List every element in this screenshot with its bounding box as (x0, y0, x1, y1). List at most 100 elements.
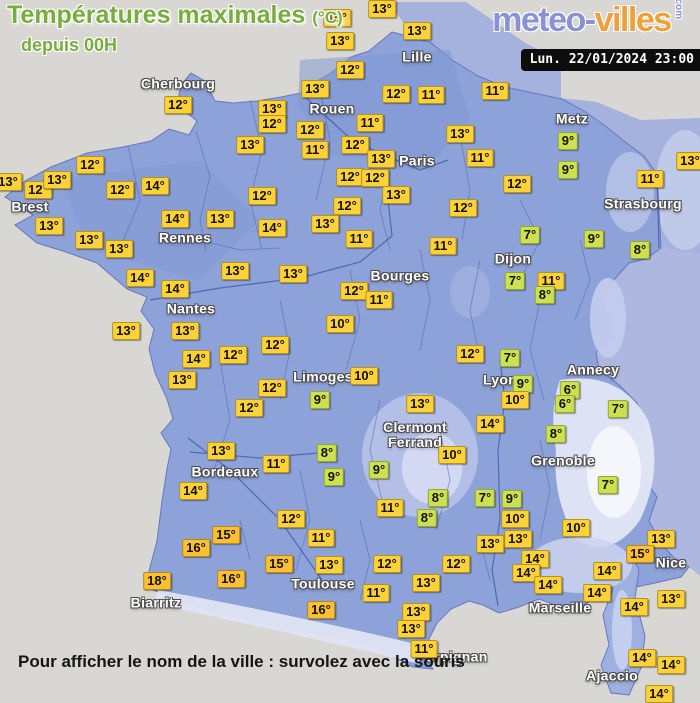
temp-label[interactable]: 12° (261, 336, 289, 354)
temp-label[interactable]: 12° (258, 379, 286, 397)
temp-label[interactable]: 12° (373, 555, 401, 573)
temp-label[interactable]: 14° (534, 576, 562, 594)
temp-label[interactable]: 11° (301, 141, 329, 159)
temp-label[interactable]: 10° (562, 519, 590, 537)
temp-label[interactable]: 9° (368, 461, 390, 479)
temp-label[interactable]: 10° (350, 367, 378, 385)
temp-label[interactable]: 8° (427, 489, 449, 507)
temp-label[interactable]: 12° (456, 345, 484, 363)
temp-label[interactable]: 12° (442, 555, 470, 573)
temp-label[interactable]: 6° (559, 381, 581, 399)
temp-label[interactable]: 12° (333, 197, 361, 215)
temp-label[interactable]: 14° (521, 550, 549, 568)
temp-label[interactable]: 11° (429, 237, 457, 255)
temp-label[interactable]: 14° (182, 350, 210, 368)
temp-label[interactable]: 13° (311, 215, 339, 233)
temp-label[interactable]: 13° (367, 150, 395, 168)
temp-label[interactable]: 13° (301, 80, 329, 98)
temp-label[interactable]: 10° (326, 315, 354, 333)
temp-label[interactable]: 8° (545, 425, 567, 443)
temp-label[interactable]: 11° (417, 86, 445, 104)
temp-label[interactable]: 13° (676, 152, 700, 170)
temp-label[interactable]: 13° (647, 530, 675, 548)
temp-label[interactable]: 9° (557, 161, 579, 179)
temp-label[interactable]: 13° (221, 262, 249, 280)
temp-label[interactable]: 7° (519, 226, 541, 244)
temp-label[interactable]: 13° (412, 574, 440, 592)
temp-label[interactable]: 13° (315, 556, 343, 574)
temp-label[interactable]: 12° (336, 61, 364, 79)
temp-label[interactable]: 13° (43, 171, 71, 189)
temp-label[interactable]: 12° (503, 175, 531, 193)
temp-label[interactable]: 11° (410, 640, 438, 658)
temp-label[interactable]: 7° (474, 489, 496, 507)
temp-label[interactable]: 7° (607, 400, 629, 418)
temp-label[interactable]: 13° (168, 371, 196, 389)
temp-label[interactable]: 12° (106, 181, 134, 199)
temp-label[interactable]: 14° (258, 219, 286, 237)
temp-label[interactable]: 11° (466, 149, 494, 167)
temp-label[interactable]: 12° (277, 510, 305, 528)
temp-label[interactable]: 11° (636, 170, 664, 188)
temp-label[interactable]: 13° (326, 32, 354, 50)
temp-label[interactable]: 13° (382, 186, 410, 204)
temp-label[interactable]: 12° (219, 346, 247, 364)
temp-label[interactable]: 13° (657, 590, 685, 608)
temp-label[interactable]: 12° (336, 168, 364, 186)
temp-label[interactable]: 12° (258, 115, 286, 133)
temp-label[interactable]: 8° (316, 444, 338, 462)
temp-label[interactable]: 8° (534, 286, 556, 304)
temp-label[interactable]: 13° (403, 22, 431, 40)
temp-label[interactable]: 13° (206, 210, 234, 228)
temp-label[interactable]: 12° (361, 169, 389, 187)
temp-label[interactable]: 11° (362, 584, 390, 602)
temp-label[interactable]: 13° (446, 125, 474, 143)
temp-label[interactable]: 14° (161, 210, 189, 228)
temp-label[interactable]: 14° (161, 280, 189, 298)
temp-label[interactable]: 8° (416, 509, 438, 527)
temp-label[interactable]: 12° (248, 187, 276, 205)
temp-label[interactable]: 10° (323, 9, 351, 27)
temp-label[interactable]: 8° (629, 241, 651, 259)
temp-label[interactable]: 13° (279, 265, 307, 283)
temp-label[interactable]: 15° (626, 545, 654, 563)
temp-label[interactable]: 9° (309, 391, 331, 409)
temp-label[interactable]: 12° (341, 136, 369, 154)
temp-label[interactable]: 11° (365, 291, 393, 309)
temp-label[interactable]: 11° (345, 230, 373, 248)
temp-label[interactable]: 13° (504, 530, 532, 548)
temp-label[interactable]: 13° (402, 603, 430, 621)
temp-label[interactable]: 14° (512, 564, 540, 582)
temp-label[interactable]: 16° (217, 570, 245, 588)
temp-label[interactable]: 7° (504, 272, 526, 290)
temp-label[interactable]: 11° (307, 529, 335, 547)
temp-label[interactable]: 16° (182, 539, 210, 557)
temp-label[interactable]: 13° (406, 395, 434, 413)
temp-label[interactable]: 12° (296, 121, 324, 139)
temp-label[interactable]: 14° (593, 562, 621, 580)
temp-label[interactable]: 16° (307, 601, 335, 619)
temp-label[interactable]: 11° (481, 82, 509, 100)
temp-label[interactable]: 9° (512, 375, 534, 393)
temp-label[interactable]: 14° (583, 584, 611, 602)
temp-label[interactable]: 11° (537, 272, 565, 290)
temp-label[interactable]: 10° (501, 510, 529, 528)
temp-label[interactable]: 13° (236, 136, 264, 154)
temp-label[interactable]: 10° (501, 391, 529, 409)
temp-label[interactable]: 11° (356, 114, 384, 132)
temp-label[interactable]: 13° (397, 620, 425, 638)
temp-label[interactable]: 14° (126, 269, 154, 287)
temp-label[interactable]: 12° (382, 85, 410, 103)
meteo-villes-logo[interactable]: meteo-villes .com (492, 0, 692, 40)
temp-label[interactable]: 14° (141, 177, 169, 195)
temp-label[interactable]: 9° (557, 132, 579, 150)
temp-label[interactable]: 14° (620, 598, 648, 616)
temp-label[interactable]: 15° (265, 555, 293, 573)
temp-label[interactable]: 6° (554, 395, 576, 413)
temp-label[interactable]: 13° (105, 240, 133, 258)
temp-label[interactable]: 14° (476, 415, 504, 433)
temp-label[interactable]: 14° (645, 685, 673, 703)
temp-label[interactable]: 14° (179, 482, 207, 500)
temp-label[interactable]: 12° (340, 282, 368, 300)
temp-label[interactable]: 13° (0, 173, 22, 191)
